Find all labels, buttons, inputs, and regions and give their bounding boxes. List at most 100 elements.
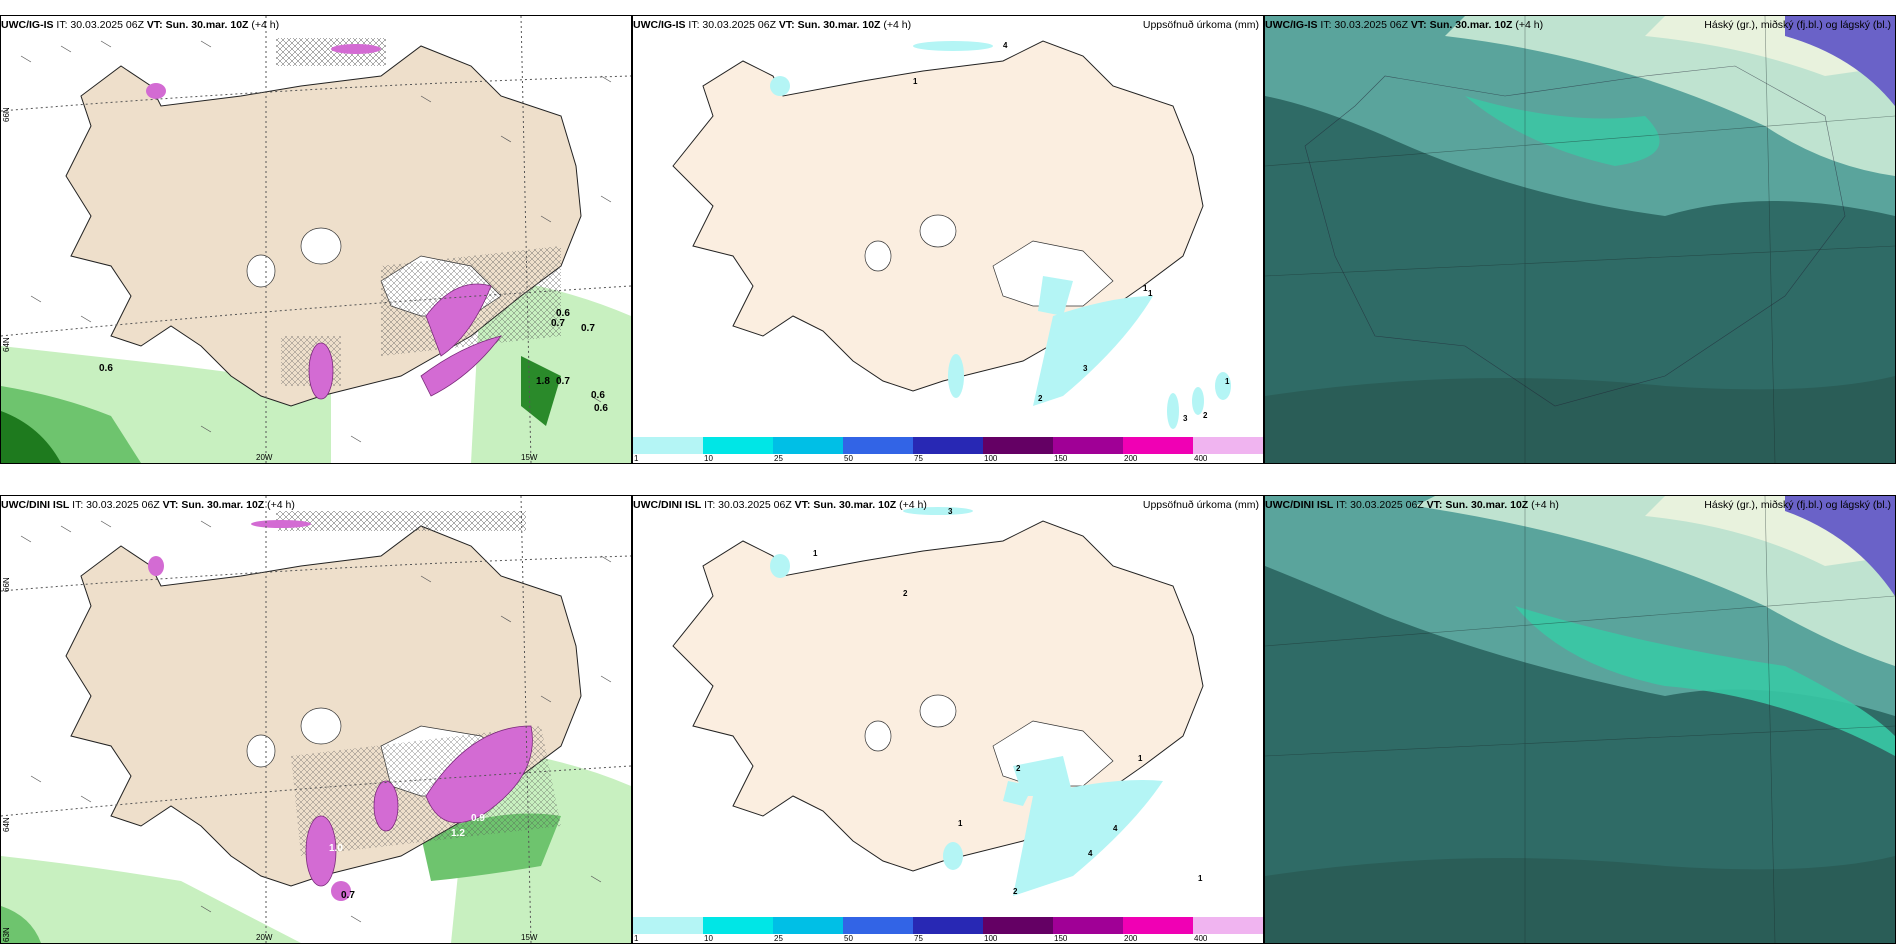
wind-value-label: 0.6 (594, 403, 608, 414)
run-info: UWC/DINI ISL IT: 30.03.2025 06Z VT: Sun.… (633, 499, 927, 511)
valid-time-label: VT: Sun. 30.mar. 10Z (794, 499, 897, 511)
colorbar-tick: 200 (1124, 454, 1138, 463)
lead-time: (+4 h) (880, 19, 912, 31)
precip-value-label: 2 (903, 589, 908, 598)
lon-20-label: 20W (256, 453, 273, 462)
colorbar-tick: 10 (704, 934, 713, 943)
run-info: UWC/IG-IS IT: 30.03.2025 06Z VT: Sun. 30… (1, 19, 279, 31)
colorbar-tick: 1 (634, 934, 639, 943)
init-time: IT: 30.03.2025 06Z (53, 19, 147, 31)
colorbar-tick: 200 (1124, 934, 1138, 943)
colorbar-swatch (983, 917, 1054, 934)
precip-value-label: 1 (1143, 284, 1148, 293)
model-name: UWC/IG-IS (633, 19, 686, 31)
colorbar-swatch (633, 437, 704, 454)
precip-value-label: 1 (813, 549, 818, 558)
wind-value-label: 1.8 (536, 376, 550, 387)
precip-map-bottom: 3 1 2 2 1 4 4 2 1 1 (633, 496, 1263, 943)
valid-time-label: VT: Sun. 30.mar. 10Z (146, 19, 249, 31)
precip-value-label: 1 (913, 77, 918, 86)
colorbar-swatch (1053, 437, 1124, 454)
precip-value-label: 2 (1203, 411, 1208, 420)
init-time: IT: 30.03.2025 06Z (1333, 499, 1427, 511)
precip-value-label: 1 (1148, 289, 1153, 298)
lon-15-label: 15W (521, 453, 538, 462)
precip-value-label: 3 (1183, 414, 1188, 423)
lat-64-label: 64N (2, 817, 11, 832)
wind-value-label: 0.7 (581, 323, 595, 334)
panel-header: UWC/IG-IS IT: 30.03.2025 06Z VT: Sun. 30… (1265, 19, 1893, 35)
precip-value-label: 4 (1088, 849, 1093, 858)
panel-header: UWC/IG-IS IT: 30.03.2025 06Z VT: Sun. 30… (633, 19, 1261, 35)
model-name: UWC/DINI ISL (1, 499, 70, 511)
wind-value-label: 0.7 (556, 376, 570, 387)
colorbar-swatch (913, 917, 984, 934)
precip-value-label: 1 (1225, 377, 1230, 386)
valid-time-label: VT: Sun. 30.mar. 10Z (162, 499, 265, 511)
colorbar-tick: 150 (1054, 454, 1068, 463)
colorbar-swatch (913, 437, 984, 454)
colorbar-tick: 50 (844, 454, 853, 463)
precip-map-top: 4 1 1 3 2 2 1 1 3 (633, 16, 1263, 463)
model-name: UWC/IG-IS (1265, 19, 1318, 31)
field-title: Háský (gr.), miðský (fj.bl.) og lágský (… (1704, 19, 1891, 31)
wind-panel-bottom: 66N 64N 63N 20W 15W 1.0 0.7 0.9 1.2 (0, 495, 632, 944)
colorbar-tick: 75 (914, 454, 923, 463)
colorbar-swatch (843, 437, 914, 454)
field-title: Háský (gr.), miðský (fj.bl.) og lágský (… (1704, 499, 1891, 511)
lat-63-label: 63N (2, 927, 11, 942)
wind-value-label: 1.2 (451, 828, 465, 839)
colorbar-swatch (843, 917, 914, 934)
colorbar-tick: 150 (1054, 934, 1068, 943)
field-title: Uppsöfnuð úrkoma (mm) (1142, 19, 1259, 31)
wind-value-label: 0.7 (341, 890, 355, 901)
lat-66-label: 66N (2, 577, 11, 592)
wind-value-label: 0.6 (591, 390, 605, 401)
colorbar-swatch (983, 437, 1054, 454)
colorbar-swatch (1053, 917, 1124, 934)
colorbar-tick: 400 (1194, 934, 1208, 943)
run-info: UWC/IG-IS IT: 30.03.2025 06Z VT: Sun. 30… (633, 19, 911, 31)
model-name: UWC/DINI ISL (633, 499, 702, 511)
colorbar-tick: 50 (844, 934, 853, 943)
cloud-map-bottom (1265, 496, 1895, 943)
lat-64-label: 64N (2, 337, 11, 352)
colorbar-tick: 1 (634, 454, 639, 463)
init-time: IT: 30.03.2025 06Z (701, 499, 795, 511)
colorbar-swatch (773, 917, 844, 934)
colorbar-tick: 75 (914, 934, 923, 943)
precip-value-label: 3 (1083, 364, 1088, 373)
wind-panel-top: 66N 64N 20W 15W 0.6 0.7 0.7 0.6 1.8 0.7 … (0, 15, 632, 464)
wind-value-label: 0.9 (471, 813, 485, 824)
valid-time-label: VT: Sun. 30.mar. 10Z (1426, 499, 1529, 511)
precip-value-label: 1 (1138, 754, 1143, 763)
model-name: UWC/DINI ISL (1265, 499, 1334, 511)
cloud-panel-bottom (1264, 495, 1896, 944)
field-title: Uppsöfnuð úrkoma (mm) (1142, 499, 1259, 511)
colorbar-swatch (633, 917, 704, 934)
lon-20-label: 20W (256, 933, 273, 942)
run-info: UWC/IG-IS IT: 30.03.2025 06Z VT: Sun. 30… (1265, 19, 1543, 31)
cloud-map-top (1265, 16, 1895, 463)
lead-time: (+4 h) (1512, 19, 1544, 31)
precip-value-label: 1 (1198, 874, 1203, 883)
precip-panel-bottom: 3 1 2 2 1 4 4 2 1 1 1 10 25 50 75 100 150 200 40… (632, 495, 1264, 944)
colorbar-swatch (1193, 437, 1263, 454)
wind-map-bottom: 66N 64N 63N 20W 15W 1.0 0.7 0.9 1.2 (1, 496, 631, 943)
init-time: IT: 30.03.2025 06Z (685, 19, 779, 31)
lon-15-label: 15W (521, 933, 538, 942)
colorbar-tick: 25 (774, 454, 783, 463)
precip-panel-top: 4 1 1 3 2 2 1 1 3 1 10 25 50 75 100 150 200 400 (632, 15, 1264, 464)
panel-header: UWC/DINI ISL IT: 30.03.2025 06Z VT: Sun.… (1, 499, 629, 515)
precip-value-label: 2 (1013, 887, 1018, 896)
lead-time: (+4 h) (264, 499, 295, 511)
colorbar-tick: 400 (1194, 454, 1208, 463)
precip-value-label: 3 (948, 507, 953, 516)
colorbar-tick: 100 (984, 934, 998, 943)
panel-header: UWC/IG-IS IT: 30.03.2025 06Z VT: Sun. 30… (1, 19, 629, 35)
run-info: UWC/DINI ISL IT: 30.03.2025 06Z VT: Sun.… (1265, 499, 1559, 511)
panel-header: UWC/DINI ISL IT: 30.03.2025 06Z VT: Sun.… (633, 499, 1261, 515)
colorbar-swatch (1123, 437, 1194, 454)
colorbar-bottom: 1 10 25 50 75 100 150 200 400 (633, 917, 1263, 943)
wind-value-label: 0.6 (556, 308, 570, 319)
